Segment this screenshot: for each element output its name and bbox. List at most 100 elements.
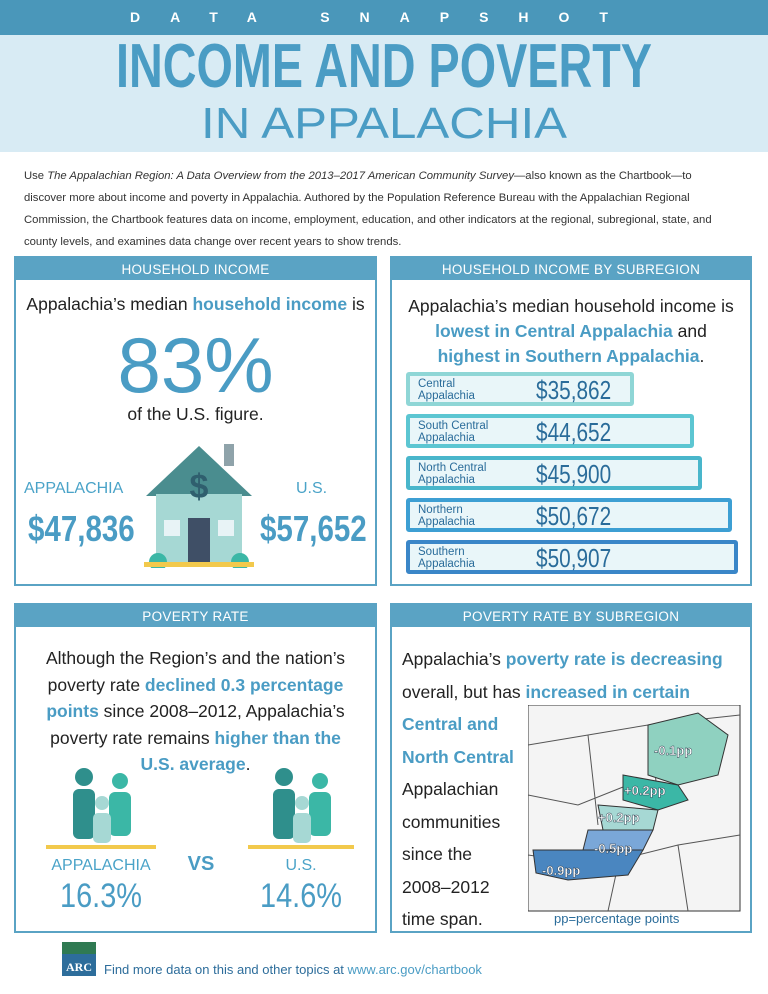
text-line: time span. — [402, 903, 723, 936]
svg-text:$: $ — [190, 468, 209, 506]
subregion-name: Northern Appalachia — [418, 504, 475, 528]
map-label: +0.2pp — [624, 783, 666, 798]
title: INCOME AND POVERTY — [116, 35, 652, 101]
text-line: Appalachian — [402, 773, 723, 806]
subregion-name: Southern Appalachia — [418, 546, 475, 570]
subregion-row: South Central Appalachia $44,652 — [406, 414, 694, 448]
label: U.S. — [285, 857, 317, 874]
highlight: household income — [192, 294, 348, 314]
logo: ARC — [62, 942, 96, 976]
subregion-value: $44,652 — [536, 417, 612, 447]
panel: POVERTY RATE Although the Region’s and t… — [14, 603, 377, 933]
top-bar — [0, 0, 768, 35]
footer-text: Find more data on this and other topics … — [104, 962, 348, 977]
subregion-value: $50,672 — [536, 501, 612, 531]
source-title: The Appalachian Region: A Data Overview … — [47, 170, 514, 182]
text: Although the Region’s and the nation’s — [45, 648, 346, 668]
subregion-row: Southern Appalachia $50,907 — [406, 540, 738, 574]
lead: Appalachia’s poverty rate is decreasing o… — [402, 643, 723, 936]
value: $57,652 — [260, 508, 367, 549]
map-label: +0.2pp — [598, 810, 640, 825]
text: 2008–2012 — [402, 876, 490, 897]
text: since the — [402, 844, 473, 864]
header-band — [0, 35, 768, 152]
subregion-name: North Central Appalachia — [418, 462, 487, 486]
highlight: U.S. average — [140, 754, 246, 774]
value: 16.3% — [60, 877, 142, 915]
text-line: North Central — [402, 741, 723, 774]
highlight: higher than the — [214, 727, 341, 748]
text-line: lowest in Central Appalachia and — [392, 319, 750, 344]
text-line: poverty rate remains higher than the — [16, 725, 375, 752]
panel-heading: POVERTY RATE — [16, 605, 375, 627]
text-line: Appalachia’s median household income is — [392, 294, 750, 319]
text-line: Although the Region’s and the nation’s — [16, 645, 375, 672]
text-line: U.S. average. — [16, 751, 375, 778]
map-label: -0.1pp — [654, 743, 692, 758]
kicker: DATA SNAPSHOT — [130, 9, 638, 25]
label: APPALACHIA — [51, 857, 151, 874]
highlight: poverty rate is decreasing — [505, 649, 723, 669]
text: poverty rate — [47, 674, 145, 695]
text: Appalachian — [402, 779, 499, 799]
text: and — [672, 321, 707, 341]
text: communities — [402, 811, 501, 832]
subregion-value: $50,907 — [536, 543, 612, 573]
highlight: declined 0.3 percentage — [144, 674, 344, 695]
lead: Appalachia’s median household income is l… — [392, 294, 750, 369]
label: APPALACHIA — [24, 480, 124, 497]
highlight: North Central — [402, 746, 514, 767]
value: $47,836 — [28, 508, 135, 549]
text: time span. — [402, 909, 483, 929]
panel-heading: HOUSEHOLD INCOME — [16, 258, 375, 280]
house-icon: $ — [144, 444, 254, 568]
panel-heading: POVERTY RATE BY SUBREGION — [392, 605, 750, 627]
people-icons — [46, 768, 354, 849]
text: . — [699, 346, 705, 366]
intro-text: Use — [24, 170, 48, 182]
text-line: Appalachia’s median household income is — [16, 294, 375, 315]
panel: HOUSEHOLD INCOME Appalachia’s median hou… — [14, 256, 377, 586]
text: Appalachia’s median household income is — [408, 296, 734, 316]
panel: HOUSEHOLD INCOME BY SUBREGION Appalachia… — [390, 256, 752, 586]
text-line: 2008–2012 — [402, 871, 723, 904]
footer: Find more data on this and other topics … — [104, 962, 482, 977]
text: overall, but has — [402, 681, 526, 702]
text: poverty rate remains — [50, 727, 215, 748]
subregion-row: Northern Appalachia $50,672 — [406, 498, 732, 532]
text-line: communities — [402, 806, 723, 839]
text-line: since the — [402, 838, 723, 871]
map: -0.1pp +0.2pp +0.2pp -0.5pp -0.9pp — [528, 705, 741, 912]
vs: VS — [187, 853, 215, 875]
panel: POVERTY RATE BY SUBREGION Appalachia’s p… — [390, 603, 752, 933]
map-caption: pp=percentage points — [554, 911, 680, 926]
footer-link[interactable]: www.arc.gov/chartbook — [347, 962, 482, 977]
lead: Although the Region’s and the nation’s po… — [16, 645, 375, 778]
text-line: overall, but has increased in certain — [402, 676, 723, 709]
share-caption: of the U.S. figure. — [127, 404, 264, 424]
text: . — [245, 754, 251, 774]
text-line: poverty rate declined 0.3 percentage — [16, 672, 375, 699]
highlight: highest in Southern Appalachia — [437, 346, 700, 366]
highlight: lowest in Central Appalachia — [435, 321, 673, 341]
subregion-row: Central Appalachia $35,862 — [406, 372, 634, 406]
panel-heading: HOUSEHOLD INCOME BY SUBREGION — [392, 258, 750, 280]
text: is — [347, 294, 365, 314]
label: U.S. — [296, 480, 328, 497]
subregion-name: Central Appalachia — [418, 378, 475, 402]
highlight: increased in certain — [525, 681, 690, 702]
map-label: -0.5pp — [594, 841, 632, 856]
text-line: Appalachia’s poverty rate is decreasing — [402, 643, 723, 676]
lead: Appalachia’s median household income is — [16, 294, 375, 315]
intro-text: —also known as the Chartbook—to discover… — [24, 170, 712, 248]
title-block: INCOME AND POVERTY IN APPALACHIA — [116, 35, 652, 148]
text: Appalachia’s median — [26, 294, 193, 314]
text: since 2008–2012, Appalachia’s — [98, 701, 345, 721]
subtitle: IN APPALACHIA — [201, 99, 568, 148]
subregion-value: $35,862 — [536, 375, 612, 405]
subregion-value: $45,900 — [536, 459, 612, 489]
highlight: points — [46, 701, 99, 721]
subregion-row: North Central Appalachia $45,900 — [406, 456, 702, 490]
text-line: Central and — [402, 708, 723, 741]
